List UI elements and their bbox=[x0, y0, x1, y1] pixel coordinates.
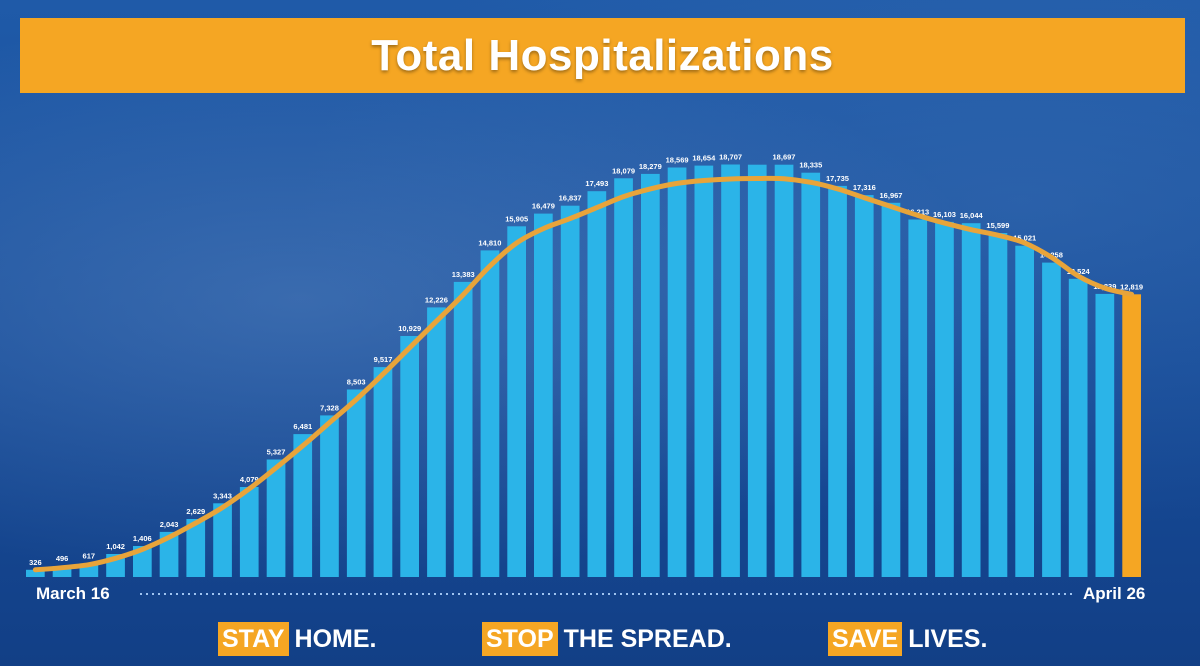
bar bbox=[908, 219, 928, 577]
slogan-rest: LIVES. bbox=[908, 624, 988, 653]
bar-value-label: 17,493 bbox=[585, 179, 608, 188]
bar-value-label: 16,479 bbox=[532, 202, 555, 211]
slogan-footer: STAY HOME. STOP THE SPREAD. SAVE LIVES. bbox=[0, 622, 1200, 658]
bar bbox=[988, 233, 1008, 577]
slogan-highlight: SAVE bbox=[828, 622, 903, 656]
bar-value-label: 496 bbox=[56, 554, 69, 563]
bar bbox=[213, 503, 232, 577]
bar-value-label: 18,707 bbox=[719, 153, 742, 162]
bar-value-label: 15,021 bbox=[1013, 234, 1036, 243]
bar-value-label: 1,042 bbox=[106, 542, 125, 551]
slogan-stop-the-spread: STOP THE SPREAD. bbox=[482, 622, 732, 656]
slogan-rest: HOME. bbox=[294, 624, 377, 653]
bar bbox=[427, 307, 446, 577]
bar bbox=[293, 434, 313, 577]
bar-value-label: 18,654 bbox=[692, 154, 716, 163]
bar bbox=[186, 519, 206, 577]
bar-value-label: 13,524 bbox=[1067, 267, 1091, 276]
bar-value-label: 15,905 bbox=[505, 214, 528, 223]
bar bbox=[694, 165, 714, 577]
bar-value-label: 15,599 bbox=[986, 221, 1009, 230]
bar-value-label: 12,819 bbox=[1120, 282, 1143, 291]
bar-value-label: 18,697 bbox=[773, 153, 796, 162]
bar-value-label: 17,735 bbox=[826, 174, 849, 183]
bar-value-label: 16,044 bbox=[960, 211, 984, 220]
bar bbox=[346, 389, 366, 577]
bar bbox=[266, 459, 286, 577]
slogan-rest: THE SPREAD. bbox=[563, 624, 732, 653]
bar-value-label: 2,629 bbox=[186, 507, 205, 516]
bar-value-label: 18,279 bbox=[639, 162, 662, 171]
bar bbox=[935, 221, 954, 577]
bar-value-label: 12,226 bbox=[425, 295, 448, 304]
bars-group bbox=[26, 164, 1141, 578]
x-axis-start-label: March 16 bbox=[36, 584, 110, 603]
bar bbox=[881, 202, 901, 578]
x-axis-end-label: April 26 bbox=[1083, 584, 1146, 603]
bar-value-label: 9,517 bbox=[374, 355, 393, 364]
bar bbox=[1095, 293, 1115, 577]
bar bbox=[1068, 278, 1088, 577]
bar bbox=[159, 531, 179, 577]
bar bbox=[1042, 262, 1061, 577]
bar-value-label: 18,335 bbox=[799, 161, 822, 170]
bar bbox=[534, 213, 553, 577]
bar bbox=[587, 191, 607, 577]
bar-value-label: 326 bbox=[29, 558, 42, 567]
bar-value-label: 16,213 bbox=[906, 208, 929, 217]
bar bbox=[26, 569, 45, 577]
bar bbox=[320, 415, 339, 577]
bar-value-label: 16,103 bbox=[933, 210, 956, 219]
bar-value-label: 6,481 bbox=[293, 422, 312, 431]
slogan-highlight: STAY bbox=[218, 622, 289, 656]
bar bbox=[239, 487, 259, 577]
bar bbox=[560, 205, 580, 577]
bar bbox=[961, 223, 981, 577]
bar bbox=[614, 178, 633, 578]
bar bbox=[507, 226, 526, 578]
slogan-stay-home: STAY HOME. bbox=[218, 622, 376, 656]
bar bbox=[774, 164, 794, 577]
bar-value-label: 4,079 bbox=[240, 475, 259, 484]
bar-value-label: 5,327 bbox=[267, 448, 286, 457]
bar-value-label: 14,810 bbox=[478, 238, 501, 247]
bar-value-label: 2,043 bbox=[160, 520, 179, 529]
bar-value-label: 13,383 bbox=[452, 270, 475, 279]
bar-value-label: 16,967 bbox=[880, 191, 903, 200]
bar bbox=[373, 367, 393, 577]
bar-value-label: 18,079 bbox=[612, 166, 635, 175]
bar-value-label: 10,929 bbox=[398, 324, 421, 333]
trend-line bbox=[32, 175, 1135, 573]
slogan-highlight: STOP bbox=[482, 622, 558, 656]
bar bbox=[828, 185, 847, 577]
bar bbox=[854, 195, 874, 577]
bar-value-label: 8,503 bbox=[347, 378, 366, 387]
chart-title: Total Hospitalizations bbox=[371, 30, 834, 80]
title-banner: Total Hospitalizations bbox=[20, 18, 1185, 93]
bar-value-label: 16,837 bbox=[559, 194, 582, 203]
bar-value-label: 1,406 bbox=[133, 534, 152, 543]
bar bbox=[747, 164, 767, 577]
bar bbox=[1015, 245, 1034, 577]
bar bbox=[721, 164, 740, 577]
bar-value-label: 18,569 bbox=[666, 156, 689, 165]
bar bbox=[667, 167, 687, 577]
bar-value-label: 3,343 bbox=[213, 491, 232, 500]
bar bbox=[52, 566, 72, 577]
bar bbox=[480, 250, 500, 577]
bar bbox=[453, 281, 473, 577]
bar-value-label: 617 bbox=[83, 551, 96, 560]
bar-value-label: 7,328 bbox=[320, 403, 339, 412]
bar-value-label: 17,316 bbox=[853, 183, 876, 192]
bar bbox=[801, 172, 821, 577]
bar bbox=[1122, 294, 1141, 577]
slogan-save-lives: SAVE LIVES. bbox=[828, 622, 987, 656]
bar bbox=[400, 336, 419, 577]
bar bbox=[641, 173, 660, 577]
